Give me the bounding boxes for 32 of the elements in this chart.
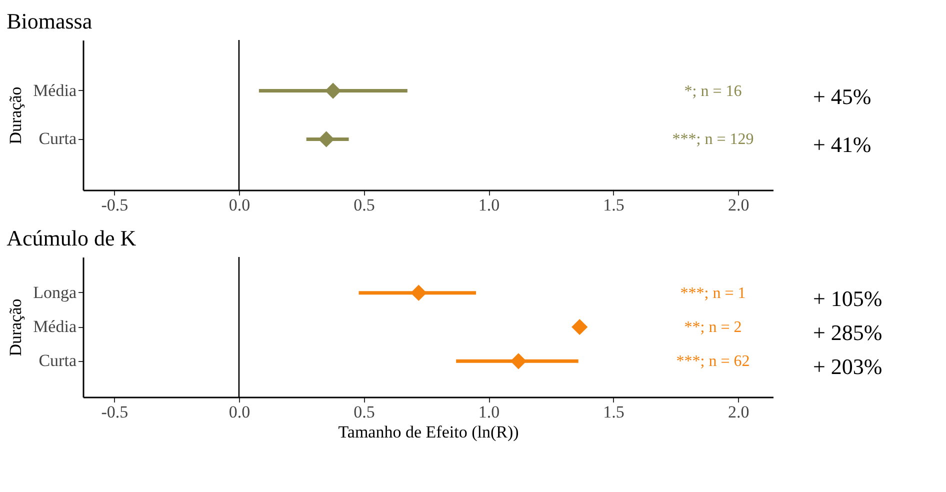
y-tick-label: Média — [33, 317, 77, 336]
annotation: **; n = 2 — [684, 319, 742, 336]
x-tick-label: 1.5 — [603, 196, 624, 214]
chart-title: Biomassa — [6, 8, 92, 34]
annotation: ***; n = 129 — [672, 131, 754, 148]
x-tick-label: 1.5 — [603, 402, 624, 422]
y-tick-label: Curta — [38, 129, 77, 148]
x-tick-label: 2.0 — [728, 196, 750, 214]
x-tick-label: 0.0 — [228, 402, 250, 422]
x-tick-label: 2.0 — [728, 402, 750, 422]
text: + 41% — [813, 132, 872, 158]
text: + 203% — [813, 354, 882, 380]
annotation: ***; n = 1 — [680, 284, 746, 302]
y-tick-label: Média — [33, 80, 77, 100]
text: + 105% — [813, 286, 882, 311]
x-tick-label: 0.5 — [354, 196, 375, 214]
text: + 45% — [813, 84, 872, 109]
annotation: *; n = 16 — [684, 82, 742, 100]
x-axis-title: Tamanho de Efeito (ln(R)) — [338, 422, 519, 442]
y-axis-title: Duração — [6, 298, 26, 356]
y-tick-label: Longa — [33, 282, 77, 302]
annotation: ***; n = 62 — [676, 353, 750, 370]
x-tick-label: 1.0 — [478, 402, 500, 422]
x-tick-label: 1.0 — [478, 196, 500, 214]
x-tick-label: 0.0 — [228, 196, 250, 214]
y-axis-title: Duração — [6, 86, 26, 144]
chart-title: Acúmulo de K — [6, 225, 136, 250]
x-tick-label: -0.5 — [101, 196, 128, 214]
text: + 285% — [813, 320, 882, 345]
x-tick-label: -0.5 — [101, 402, 128, 422]
x-tick-label: 0.5 — [354, 402, 375, 422]
y-tick-label: Curta — [38, 351, 77, 370]
